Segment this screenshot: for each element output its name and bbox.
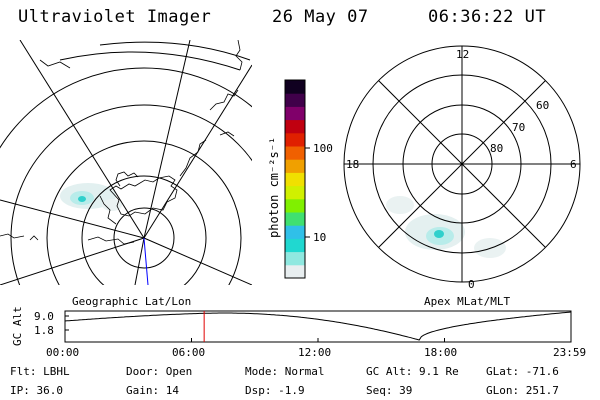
- timeline-x-tick-0600: 06:00: [172, 346, 206, 359]
- colorbar-frame: [284, 79, 306, 279]
- info-seq: Seq: 39: [366, 384, 413, 397]
- left-aurora: [60, 183, 122, 211]
- date-label: 26 May 07: [272, 7, 369, 27]
- mlt-polar-map: [343, 45, 581, 283]
- altitude-curve: [64, 311, 572, 341]
- info-glon: GLon: 251.7: [486, 384, 559, 397]
- colorbar-segment: [285, 251, 305, 266]
- instrument-title: Ultraviolet Imager: [18, 7, 212, 27]
- timeline-y-tick-9: 9.0: [34, 310, 54, 323]
- info-dsp: Dsp: -1.9: [245, 384, 305, 397]
- colorbar-segment: [285, 198, 305, 213]
- info-door: Door: Open: [126, 365, 193, 378]
- left-map-caption: Geographic Lat/Lon: [72, 295, 192, 308]
- colorbar-segment: [285, 80, 305, 94]
- mlt-spokes: [344, 46, 580, 282]
- right-map-caption: Apex MLat/MLT: [424, 295, 511, 308]
- colorbar-segment: [285, 212, 305, 226]
- colorbar-segment: [285, 185, 305, 200]
- timeline-x-tick-2359: 23:59: [553, 346, 587, 359]
- right-aurora: [386, 196, 506, 258]
- meridians: [0, 40, 252, 285]
- coastlines: [0, 40, 243, 245]
- colorbar-unit-label: photon cm⁻²s⁻¹: [267, 136, 281, 238]
- geographic-map: [0, 40, 252, 285]
- info-ip: IP: 36.0: [10, 384, 63, 397]
- mlt-label-18: 18: [346, 158, 360, 171]
- x-tick-marks: [64, 338, 572, 342]
- timeline-x-tick-1800: 18:00: [424, 346, 458, 359]
- mlat-label-60: 60: [536, 99, 550, 112]
- colorbar-segment: [285, 238, 305, 253]
- latitude-circles: [0, 67, 252, 285]
- ground-track: [143, 237, 149, 285]
- info-mode: Mode: Normal: [245, 365, 325, 378]
- colorbar-segment: [285, 172, 305, 187]
- colorbar-segment: [285, 93, 305, 107]
- info-filter: Flt: LBHL: [10, 365, 70, 378]
- colorbar-segment: [285, 264, 305, 279]
- colorbar-segment: [285, 106, 305, 121]
- colorbar-label-100: 100: [313, 142, 333, 155]
- timeline-x-tick-0000: 00:00: [46, 346, 80, 359]
- time-label: 06:36:22 UT: [428, 7, 547, 27]
- info-glat: GLat: -71.6: [486, 365, 559, 378]
- outer-arcs: [59, 41, 251, 71]
- colorbar-segment: [285, 146, 305, 160]
- colorbar-segment: [285, 225, 305, 239]
- timeline-y-axis-label: GC Alt: [11, 306, 24, 346]
- mlt-label-6: 6: [570, 158, 577, 171]
- colorbar-segment: [285, 119, 305, 134]
- info-gain: Gain: 14: [126, 384, 179, 397]
- colorbar-segment: [285, 159, 305, 173]
- timeline-y-tick-1-8: 1.8: [34, 324, 54, 337]
- colorbar: [285, 80, 305, 279]
- mlat-label-70: 70: [512, 121, 526, 134]
- timeline-plot: [64, 310, 572, 343]
- info-gc-alt: GC Alt: 9.1 Re: [366, 365, 459, 378]
- colorbar-label-10: 10: [313, 231, 327, 244]
- mlt-label-0: 0: [468, 278, 475, 291]
- colorbar-segment: [285, 132, 305, 147]
- mlat-label-80: 80: [490, 142, 504, 155]
- mlt-label-12: 12: [456, 48, 470, 61]
- timeline-x-tick-1200: 12:00: [298, 346, 332, 359]
